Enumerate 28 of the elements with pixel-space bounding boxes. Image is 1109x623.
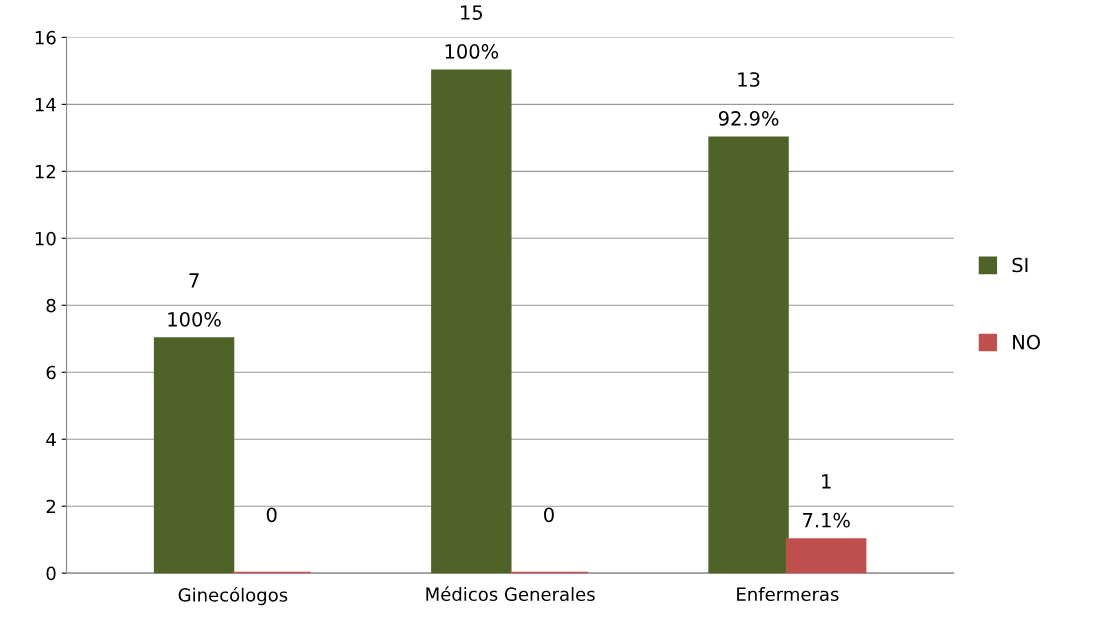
bar <box>153 337 235 574</box>
y-tick-label: 16 <box>35 30 56 45</box>
y-tick-label: 10 <box>35 231 56 246</box>
annotation: 7.1% <box>803 512 850 528</box>
bar <box>431 69 512 574</box>
y-tick-label: 14 <box>35 98 56 112</box>
y-tick-label: 0 <box>46 566 56 581</box>
annotation: 100% <box>168 311 221 327</box>
data-label: 0 <box>544 507 554 523</box>
y-tick-label: 2 <box>46 499 56 514</box>
data-label: 1 <box>822 474 831 489</box>
data-label: 13 <box>738 72 760 87</box>
data-label: 7 <box>189 273 199 288</box>
legend-label: SI <box>1012 257 1028 273</box>
y-tick-label: 6 <box>46 365 56 380</box>
x-tick-label: Ginecólogos <box>178 587 288 606</box>
data-label: 0 <box>266 507 277 523</box>
y-tick-label: 8 <box>46 298 56 313</box>
annotation: 100% <box>445 44 499 59</box>
bar <box>708 136 789 574</box>
legend-label: NO <box>1013 334 1040 350</box>
bar <box>786 538 867 574</box>
y-tick-label: 4 <box>46 432 56 447</box>
data-label: 15 <box>461 5 482 20</box>
x-tick-label: Médicos Generales <box>426 586 595 602</box>
annotation: 92.9% <box>718 111 779 126</box>
y-tick-label: 12 <box>35 164 56 179</box>
x-tick-label: Enfermeras <box>737 587 839 602</box>
